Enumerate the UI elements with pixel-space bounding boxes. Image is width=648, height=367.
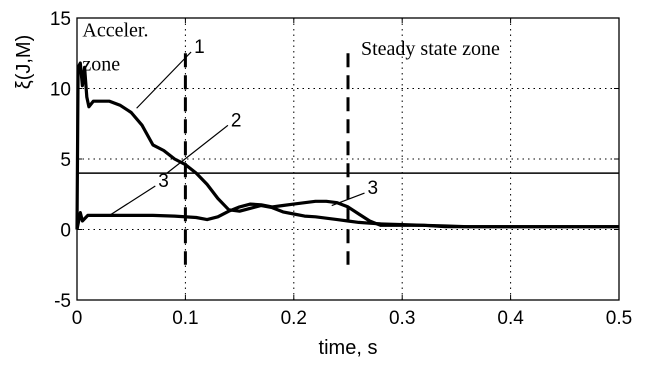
- annotation-2: Steady state zone: [361, 38, 500, 60]
- curve-labels: 1 2 3 3: [158, 37, 378, 199]
- x-tick-label: 0.4: [497, 308, 524, 329]
- y-axis-label: ξ(J,M): [13, 35, 35, 90]
- annotation-1: zone: [82, 54, 120, 76]
- series-3-leader: [109, 185, 156, 216]
- x-tick-label: 0.3: [389, 308, 415, 329]
- y-tick-label: 5: [60, 150, 71, 171]
- x-tick-label: 0: [72, 308, 83, 329]
- series-3-line: [75, 199, 619, 230]
- y-tick-label: 15: [50, 9, 71, 30]
- annotations: Acceler. zone Steady state zone: [82, 20, 500, 76]
- x-tick-label: 0.2: [281, 308, 307, 329]
- y-tick-label: -5: [54, 291, 71, 312]
- annotation-0: Acceler.: [82, 20, 148, 42]
- series-2-leader: [166, 124, 229, 174]
- series-3-label-2: 3: [368, 178, 379, 199]
- x-axis-label: time, s: [319, 337, 378, 359]
- x-tick-label: 0.5: [606, 308, 632, 329]
- series-1-label: 1: [194, 37, 205, 58]
- zone-boundaries: [183, 53, 350, 265]
- curve-label-leaders: [109, 51, 365, 216]
- series-3-label: 3: [158, 171, 169, 192]
- series-3-leader-2: [331, 192, 365, 207]
- y-tick-label: 10: [50, 80, 71, 101]
- series-2-label: 2: [231, 110, 242, 131]
- series-1-leader: [136, 51, 192, 109]
- x-tick-label: 0.1: [172, 308, 198, 329]
- y-tick-label: 0: [60, 221, 71, 242]
